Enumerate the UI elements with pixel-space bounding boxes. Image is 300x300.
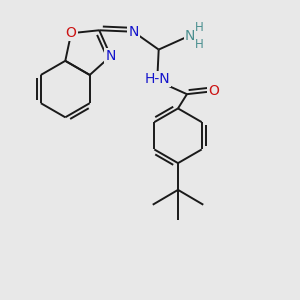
Text: O: O	[208, 84, 219, 98]
Text: N: N	[106, 49, 116, 63]
Text: H: H	[195, 21, 204, 34]
Text: H: H	[195, 38, 204, 51]
Text: N: N	[128, 25, 139, 39]
Text: N: N	[185, 29, 195, 43]
Text: H-N: H-N	[144, 72, 170, 86]
Text: O: O	[66, 26, 76, 40]
